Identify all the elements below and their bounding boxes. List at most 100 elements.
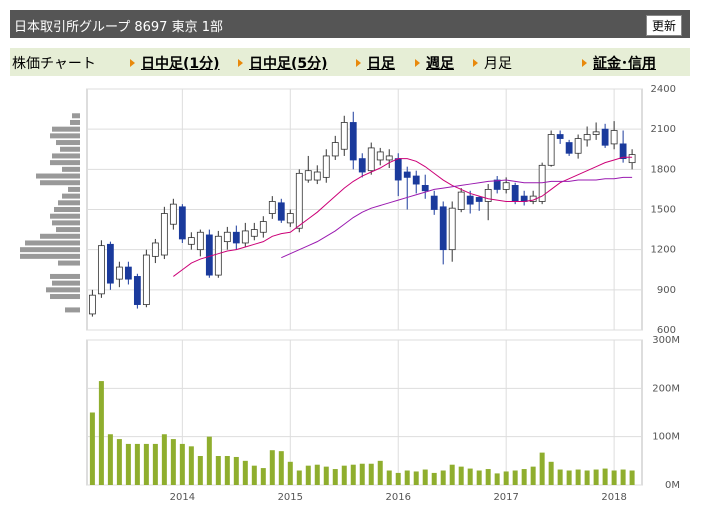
x-tick-label: 2016 (386, 492, 411, 503)
candle-body (565, 142, 573, 154)
volume-bar (89, 412, 95, 485)
price-volume-bar (58, 260, 80, 266)
volume-bar (494, 473, 500, 485)
price-volume-bar (52, 280, 80, 286)
volume-bar (557, 469, 563, 485)
tab[interactable]: 日足 (356, 53, 395, 73)
candle-body (358, 158, 366, 173)
candle-body (286, 213, 294, 224)
candle-body (106, 243, 114, 284)
candle-body (160, 213, 168, 256)
candle-body (223, 231, 231, 243)
volume-bar (107, 434, 113, 485)
candle-body (115, 266, 123, 280)
candle-body (241, 230, 249, 244)
volume-bar (602, 468, 608, 485)
y-tick-label: 2100 (651, 124, 676, 135)
y-tick-label: 600 (657, 325, 676, 336)
candle-body (214, 235, 222, 276)
candle-body (277, 202, 285, 221)
volume-bar (404, 470, 410, 485)
candle-body (187, 237, 195, 245)
x-tick-label: 2018 (601, 492, 626, 503)
volume-bar (251, 465, 257, 485)
candle-body (502, 182, 510, 190)
volume-bar (260, 468, 266, 485)
volume-bar (521, 469, 527, 485)
candle-body (628, 154, 636, 164)
tab[interactable]: 日中足(1分) (130, 53, 220, 73)
price-volume-bar (62, 166, 80, 172)
volume-bar (566, 470, 572, 485)
price-volume-bar (72, 113, 80, 119)
candle-body (349, 122, 357, 161)
price-volume-bar (20, 247, 80, 253)
candle-body (484, 189, 492, 202)
candle-body (196, 231, 204, 251)
volume-bar (215, 456, 221, 485)
tab: 株価チャート (12, 56, 96, 72)
price-volume-bar (56, 140, 80, 146)
candle-body (457, 191, 465, 210)
price-volume-bar (65, 307, 80, 313)
candle-body (178, 206, 186, 240)
volume-bar (530, 466, 536, 485)
price-volume-bar (46, 287, 80, 293)
price-volume-bar (60, 146, 80, 152)
candle-body (403, 171, 411, 178)
volume-bar (296, 470, 302, 485)
price-volume-bar (50, 294, 80, 300)
candle-body (169, 203, 177, 225)
candle-body (610, 130, 618, 145)
candle-body (493, 179, 501, 190)
volume-bar (179, 443, 185, 485)
volume-bar (413, 471, 419, 485)
volume-bar (116, 439, 122, 485)
price-volume-bar (20, 253, 80, 259)
price-volume-bar (50, 273, 80, 279)
y-tick-label: 100M (652, 432, 680, 443)
title: 日本取引所グループ 8697 東京 1部 (14, 20, 223, 35)
candle-body (412, 175, 420, 185)
refresh-button[interactable]: 更新 (645, 15, 682, 36)
volume-bar (467, 468, 473, 485)
candle-body (88, 294, 96, 315)
volume-bar (323, 466, 329, 485)
price-volume-bar (52, 153, 80, 159)
volume-bar (287, 461, 293, 485)
candle-body (295, 172, 303, 229)
candle-body (97, 245, 105, 295)
x-tick-label: 2014 (170, 492, 195, 503)
price-volume-bar (52, 220, 80, 226)
price-volume-bar (50, 133, 80, 139)
volume-bar (125, 443, 131, 485)
moving-average (281, 176, 633, 259)
candle-body (574, 138, 582, 154)
candle-body (583, 134, 591, 141)
y-tick-label: 900 (657, 285, 676, 296)
volume-bar (278, 451, 284, 485)
y-tick-label: 1200 (651, 245, 676, 256)
volume-bar (458, 466, 464, 485)
tab[interactable]: 日中足(5分) (238, 53, 328, 73)
tab-bar: 株価チャート 日中足(1分) 日中足(5分) 日足 週足 月足 証金･信用 (10, 48, 690, 76)
candle-body (619, 143, 627, 160)
tab[interactable]: 証金･信用 (582, 53, 656, 73)
candle-body (268, 201, 276, 214)
volume-bar (386, 470, 392, 485)
candle-body (592, 131, 600, 135)
tab: 月足 (473, 53, 512, 73)
tab[interactable]: 週足 (415, 53, 454, 73)
candle-body (232, 231, 240, 244)
price-volume-bar (52, 126, 80, 132)
volume-bar (449, 464, 455, 485)
volume-bar (431, 472, 437, 485)
y-tick-label: 200M (652, 383, 680, 394)
candle-body (304, 170, 312, 181)
volume-bar (512, 470, 518, 485)
volume-bar (395, 472, 401, 485)
volume-bar (485, 469, 491, 485)
volume-bar (548, 461, 554, 485)
y-tick-label: 1500 (651, 205, 676, 216)
volume-bar (584, 470, 590, 485)
